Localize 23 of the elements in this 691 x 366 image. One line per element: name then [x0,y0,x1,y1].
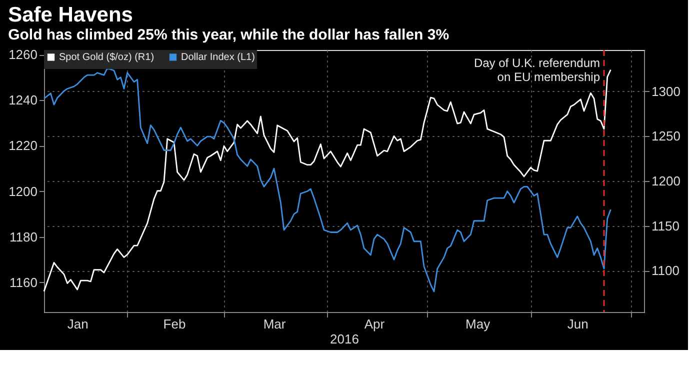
x-tick-label: Apr [364,316,386,332]
y2-tick-label: 1300 [652,84,680,99]
y-tick-label: 1260 [8,47,38,62]
y2-tick-label: 1150 [652,218,680,234]
chart-title: Safe Havens [8,4,133,27]
chart-subtitle: Gold has climbed 25% this year, while the dollar has fallen 3% [8,26,450,44]
legend-label: Dollar Index (L1) [181,52,255,64]
x-tick-label: Jan [67,316,88,332]
legend-label: Spot Gold ($/oz) (R1) [59,52,154,64]
y-tick-label: 1200 [8,184,38,199]
x-tick-label: Jun [567,316,588,332]
x-tick-label: Mar [263,316,286,332]
x-tick-label: Feb [163,316,186,332]
x-axis-title: 2016 [330,332,359,346]
y-tick-label: 1240 [8,92,38,108]
x-tick-label: May [466,316,491,332]
y-tick-label: 1220 [8,138,38,154]
y2-tick-label: 1100 [652,263,680,278]
y-tick-label: 1180 [10,229,38,244]
y-tick-label: 1160 [10,274,38,290]
y2-tick-label: 1200 [652,174,680,188]
y2-tick-label: 1250 [652,128,680,144]
ref-line-label: Day of U.K. referendum on EU membership [474,56,600,84]
